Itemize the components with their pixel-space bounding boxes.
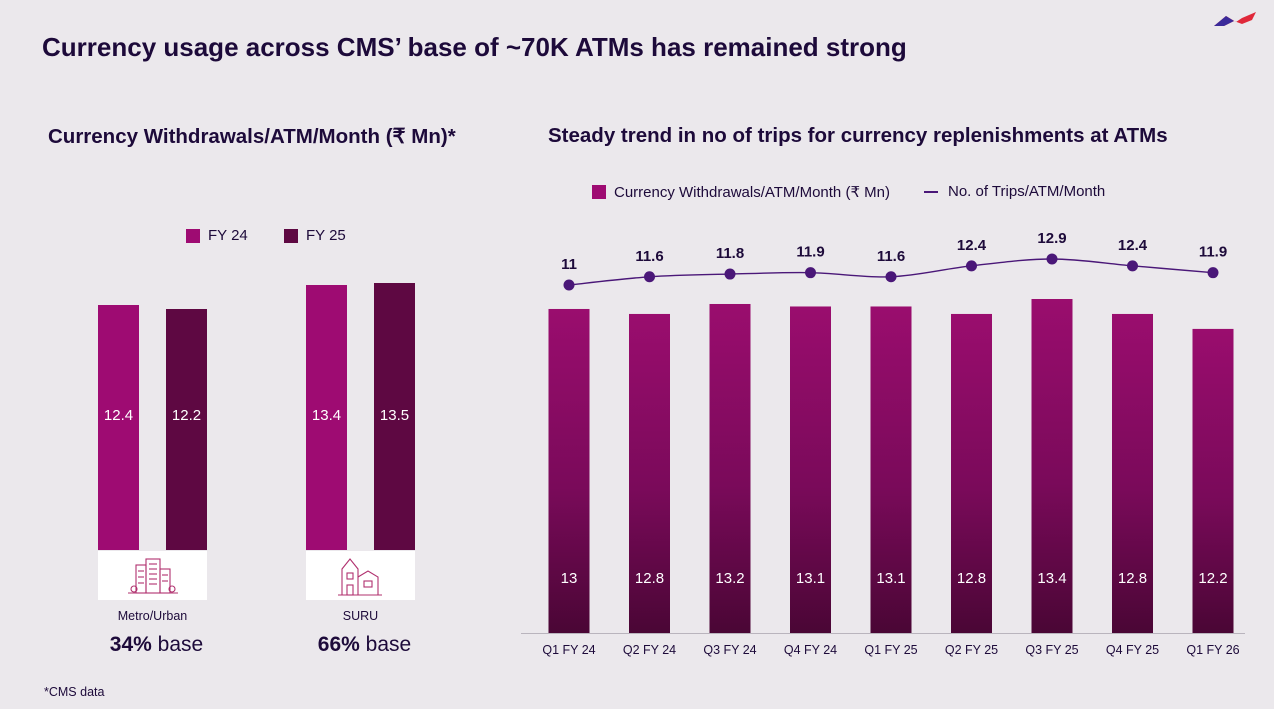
right-bar-2 — [709, 303, 751, 633]
right-bar-3 — [790, 306, 831, 633]
x-tick-label: Q3 FY 25 — [1025, 643, 1078, 657]
left-bar-fy25-1 — [374, 283, 415, 550]
suru-base-pct: 66% — [317, 633, 360, 656]
right-bar-value-label: 13.1 — [876, 570, 905, 587]
left-bar-fy24-0 — [98, 304, 139, 550]
x-tick-label: Q2 FY 24 — [623, 643, 676, 657]
legend-trips-swatch — [924, 190, 938, 193]
legend-fy25-label: FY 25 — [306, 227, 346, 244]
right-bar-value-label: 13.4 — [1037, 570, 1066, 587]
right-bar-1 — [629, 313, 670, 633]
legend-fy24-label: FY 24 — [208, 227, 248, 244]
right-bar-value-label: 12.8 — [635, 570, 664, 587]
x-tick-label: Q1 FY 26 — [1186, 643, 1239, 657]
trips-value-label: 11.8 — [716, 245, 744, 262]
right-bar-5 — [951, 313, 992, 633]
legend-fy24: FY 24 — [186, 227, 248, 244]
metro-base-share: 34% base — [86, 633, 227, 657]
suru-icon-box — [306, 551, 415, 600]
suru-base-share: 66% base — [294, 633, 435, 657]
trips-value-label: 12.4 — [957, 237, 987, 254]
x-tick-label: Q1 FY 25 — [864, 643, 917, 657]
trips-value-label: 12.9 — [1037, 230, 1066, 247]
left-chart-title: Currency Withdrawals/ATM/Month (₹ Mn)* — [48, 125, 456, 148]
page-title: Currency usage across CMS’ base of ~70K … — [42, 32, 907, 62]
left-bar-fy25-0 — [166, 308, 207, 550]
metro-base-suffix: base — [151, 633, 204, 656]
right-bar-4 — [870, 306, 912, 633]
trips-point-6 — [1046, 253, 1058, 265]
trips-value-label: 11 — [561, 256, 577, 273]
trips-point-7 — [1127, 260, 1138, 272]
legend-withdrawals: Currency Withdrawals/ATM/Month (₹ Mn) — [592, 183, 890, 201]
left-bar-value-label: 13.5 — [379, 407, 410, 424]
legend-fy25: FY 25 — [284, 227, 346, 244]
trips-point-0 — [563, 279, 575, 291]
legend-trips: No. of Trips/ATM/Month — [924, 183, 1105, 200]
trips-point-8 — [1207, 267, 1219, 279]
trips-value-label: 11.6 — [877, 248, 905, 265]
right-bar-value-label: 13.2 — [715, 570, 744, 587]
x-tick-label: Q4 FY 24 — [784, 643, 837, 657]
right-chart-title: Steady trend in no of trips for currency… — [548, 124, 1168, 147]
x-tick-label: Q4 FY 25 — [1106, 643, 1159, 657]
trips-value-label: 11.9 — [796, 244, 824, 261]
right-bar-8 — [1192, 328, 1234, 633]
legend-fy24-swatch — [186, 228, 200, 243]
trips-point-1 — [644, 271, 655, 283]
trips-value-label: 11.6 — [635, 248, 663, 265]
legend-trips-label: No. of Trips/ATM/Month — [948, 183, 1106, 200]
legend-fy25-swatch — [284, 228, 298, 243]
footnote: *CMS data — [44, 685, 105, 699]
left-bar-value-label: 13.4 — [311, 407, 342, 424]
category-label-suru: SURU — [342, 609, 379, 623]
right-bar-6 — [1031, 299, 1073, 633]
legend-withdrawals-swatch — [592, 185, 606, 199]
house-icon — [338, 558, 382, 596]
right-bar-7 — [1112, 313, 1153, 633]
trips-point-2 — [724, 268, 736, 280]
trips-value-label: 11.9 — [1199, 244, 1227, 261]
x-tick-label: Q2 FY 25 — [945, 643, 998, 657]
category-label-metro: Metro/Urban — [117, 609, 188, 623]
suru-base-suffix: base — [359, 633, 412, 656]
left-bar-value-label: 12.2 — [171, 407, 202, 424]
trips-point-3 — [805, 267, 816, 279]
brand-logo-icon — [1214, 12, 1256, 26]
right-bar-value-label: 13.1 — [796, 570, 825, 587]
metro-base-pct: 34% — [109, 633, 152, 656]
left-bar-value-label: 12.4 — [103, 407, 134, 424]
x-tick-label: Q3 FY 24 — [703, 643, 756, 657]
right-bar-value-label: 12.8 — [957, 570, 986, 587]
x-tick-label: Q1 FY 24 — [542, 643, 595, 657]
trips-point-5 — [966, 260, 977, 272]
trips-value-label: 12.4 — [1118, 237, 1148, 254]
right-bar-value-label: 13 — [561, 570, 578, 587]
right-bar-0 — [548, 308, 590, 633]
legend-withdrawals-label: Currency Withdrawals/ATM/Month (₹ Mn) — [614, 184, 890, 201]
city-buildings-icon — [128, 558, 178, 594]
trips-point-4 — [885, 271, 897, 283]
right-bar-value-label: 12.8 — [1118, 570, 1147, 587]
left-bar-fy24-1 — [306, 284, 347, 550]
right-bar-value-label: 12.2 — [1198, 570, 1227, 587]
metro-urban-icon-box — [98, 551, 207, 600]
